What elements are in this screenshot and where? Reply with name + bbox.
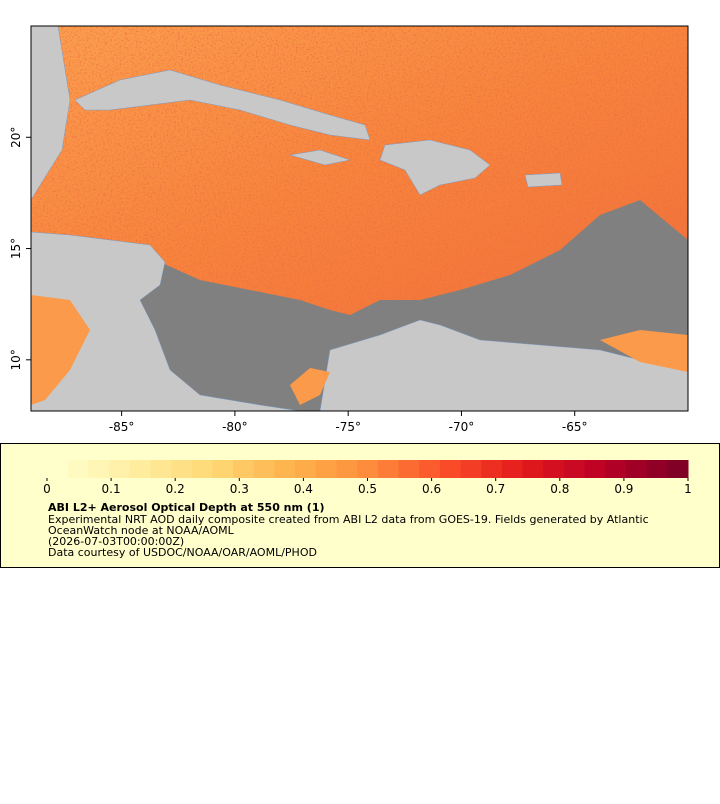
colorbar-swatch — [419, 460, 441, 478]
colorbar-swatch — [522, 460, 544, 478]
colorbar-swatch — [501, 460, 524, 478]
land — [30, 25, 689, 412]
colorbar-tick-label: 0.3 — [230, 482, 249, 496]
colorbar-swatch — [191, 460, 213, 478]
colorbar-swatch — [129, 460, 151, 478]
colorbar-swatch — [377, 460, 400, 478]
cuba — [74, 69, 371, 141]
x-tick-label: -70° — [449, 420, 475, 434]
colorbar-tick-label: 0 — [43, 482, 51, 496]
colorbar-swatch — [274, 460, 296, 478]
colorbar-swatch — [646, 460, 668, 478]
colorbar-swatch — [233, 460, 255, 478]
colorbar-tick-label: 0.6 — [422, 482, 441, 496]
colorbar-tick-label: 0.5 — [358, 482, 377, 496]
colorbar-tick-label: 0.7 — [486, 482, 505, 496]
colorbar-swatch — [460, 460, 482, 478]
colorbar-swatch — [67, 460, 89, 478]
colorbar-tick-label: 1 — [684, 482, 692, 496]
x-tick-label: -75° — [335, 420, 361, 434]
colorbar-swatch — [563, 460, 586, 478]
colorbar-swatch — [315, 460, 337, 478]
colorbar-swatch — [605, 460, 627, 478]
x-tick-label: -80° — [222, 420, 248, 434]
colorbar-tick-label: 0.1 — [102, 482, 121, 496]
colorbar-swatch — [481, 460, 503, 478]
x-tick-label: -65° — [562, 420, 588, 434]
aod-patch — [290, 368, 330, 405]
colorbar-swatch — [336, 460, 358, 478]
colorbar-swatch — [109, 460, 131, 478]
colorbar-tick-label: 0.2 — [166, 482, 185, 496]
x-tick-label: -85° — [109, 420, 135, 434]
colorbar-swatch — [543, 460, 565, 478]
colorbar-swatch — [253, 460, 275, 478]
colorbar-swatch — [150, 460, 172, 478]
legend-line: (2026-07-03T00:00:00Z) — [48, 535, 184, 548]
puerto-rico — [524, 172, 563, 188]
legend-line: Data courtesy of USDOC/NOAA/OAR/AOML/PHO… — [48, 546, 317, 559]
colorbar-tick-label: 0.4 — [294, 482, 313, 496]
colorbar-tick-label: 0.9 — [614, 482, 633, 496]
jamaica — [289, 149, 351, 166]
colorbar-swatch — [667, 460, 689, 478]
y-tick-label: 15° — [9, 238, 23, 259]
central-america — [30, 231, 301, 412]
colorbar-swatch — [47, 460, 69, 478]
legend-title: ABI L2+ Aerosol Optical Depth at 550 nm … — [48, 501, 325, 514]
colorbar-swatch — [584, 460, 606, 478]
aod-patch — [31, 295, 90, 405]
colorbar-swatch — [88, 460, 110, 478]
colorbar-swatch — [295, 460, 317, 478]
colorbar-swatch — [212, 460, 234, 478]
colorbar-tick-label: 0.8 — [550, 482, 569, 496]
aod-patch — [600, 330, 688, 372]
colorbar-swatch — [439, 460, 462, 478]
hispaniola — [379, 139, 491, 196]
legend-line: OceanWatch node at NOAA/AOML — [48, 524, 235, 537]
map-frame — [30, 25, 689, 412]
legend-line: Experimental NRT AOD daily composite cre… — [48, 513, 649, 526]
colorbar-swatch — [357, 460, 379, 478]
y-tick-label: 10° — [9, 349, 23, 370]
colorbar-swatch — [625, 460, 648, 478]
aod-patches — [31, 295, 688, 405]
colorbar-swatch — [171, 460, 193, 478]
y-tick-label: 20° — [9, 127, 23, 148]
colorbar-swatch — [398, 460, 420, 478]
